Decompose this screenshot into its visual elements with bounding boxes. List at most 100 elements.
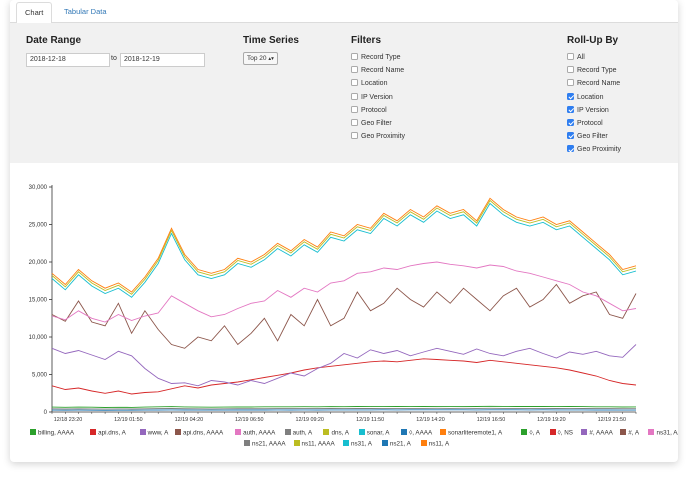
legend-item[interactable]: ns21, A [381,440,411,449]
rollup-geo-proximity[interactable]: Geo Proximity [567,145,621,154]
legend-item[interactable]: auth, AAAA [235,429,275,438]
rollup-protocol[interactable]: Protocol [567,119,603,128]
time-series-title: Time Series [243,35,299,46]
checkbox-icon[interactable] [351,105,358,113]
checkbox-label: Record Name [577,80,621,88]
checkbox-icon[interactable] [351,79,358,87]
checkbox-icon[interactable] [567,145,574,153]
legend-item[interactable]: ns31, AAAA [648,429,678,438]
filter-protocol[interactable]: Protocol [351,105,387,115]
series-line-api-dns-a [51,358,637,395]
checkbox-label: IP Version [577,106,609,114]
rollup-record-type[interactable]: Record Type [567,66,617,75]
filter-record-type[interactable]: Record Type [351,53,401,62]
legend-label: api.dns, AAAA [182,429,224,437]
x-tick-label: 12/19 21:50 [598,417,626,423]
series-line-www-a [51,344,637,387]
legend-item[interactable]: auth, A [284,429,313,438]
rollup-geo-filter[interactable]: Geo Filter [567,132,608,141]
legend-item[interactable]: billing, AAAA [30,429,74,438]
checkbox-icon[interactable] [567,119,574,126]
legend-item[interactable]: api.dns, AAAA [174,429,224,438]
date-from-input[interactable]: 2018-12-18 [26,53,110,67]
checkbox-label: All [577,54,585,61]
legend-item[interactable]: sonarliteremote1, A [440,429,502,438]
legend-swatch [293,440,300,446]
rollup-ip-version[interactable]: IP Version [567,105,609,115]
checkbox-icon[interactable] [567,66,574,74]
series-line-sonar-a [51,202,637,298]
filter-geo-filter[interactable]: Geo Filter [351,119,392,128]
series-line-ns31-a [51,409,636,411]
date-to-label: to [111,55,117,62]
checkbox-label: Geo Proximity [361,133,405,141]
x-tick-label: 12/19 11:50 [356,417,384,423]
filter-ip-version[interactable]: IP Version [351,92,393,102]
legend-item[interactable]: ns31, A [343,440,372,449]
tab-chart[interactable]: Chart [16,2,53,24]
date-to-input[interactable]: 2018-12-19 [120,53,205,67]
legend-item[interactable]: www, A [139,429,168,438]
legend-item[interactable]: ◊, A [521,429,540,438]
checkbox-icon[interactable] [351,66,358,74]
legend-label: billing, AAAA [38,429,75,437]
legend-swatch [401,429,408,435]
series-line-auth-aaaa [51,261,637,323]
y-tick-label: 25,000 [29,223,48,229]
legend-label: ns11, AAAA [301,440,335,448]
rollup-all[interactable]: All [567,53,585,62]
filter-record-name[interactable]: Record Name [351,66,404,75]
legend-swatch [620,429,627,435]
legend-item[interactable]: sonar, A [358,429,390,438]
time-series-select[interactable]: Top 20 ▴▾ [243,52,278,65]
x-tick-label: 12/19 01:50 [114,417,142,423]
y-tick-label: 5,000 [32,373,48,379]
legend-label: sonarliteremote1, A [448,429,503,437]
legend-item[interactable]: #, AAAA [581,429,613,438]
legend-item[interactable]: ns11, A [420,440,449,449]
filter-geo-proximity[interactable]: Geo Proximity [351,132,405,141]
legend-item[interactable]: api.dns, A [90,429,126,438]
checkbox-icon[interactable] [351,92,358,100]
checkbox-label: Location [577,93,604,101]
tab-tabular-data[interactable]: Tabular Data [64,7,107,16]
legend-item[interactable]: ns21, AAAA [244,440,286,449]
legend-swatch [440,429,446,435]
x-tick-label: 12/19 19:20 [537,417,565,423]
legend-swatch [581,429,588,435]
filter-location[interactable]: Location [351,79,387,88]
series-line-sonarliteremote1-a [51,197,637,293]
legend-item[interactable]: #, A [620,429,639,438]
y-axis: 0 5,000 10,000 15,000 20,000 25,000 30,000 [29,185,53,416]
x-tick-label: 12/19 06:50 [235,417,263,423]
checkbox-icon[interactable] [567,105,574,113]
checkbox-icon[interactable] [567,79,574,87]
legend-swatch [549,429,556,435]
legend-item[interactable]: ◊, NS [549,429,573,438]
checkbox-label: Geo Filter [577,133,608,141]
legend-label: #, A [628,429,640,437]
legend-item[interactable]: dns, A [323,429,349,438]
checkbox-icon[interactable] [351,53,358,60]
y-tick-label: 15,000 [29,298,48,304]
legend-swatch [343,440,349,446]
checkbox-icon[interactable] [567,53,574,60]
legend-label: ◊, A [529,429,540,437]
rollup-location[interactable]: Location [567,92,604,102]
checkbox-icon[interactable] [351,132,358,140]
legend-item[interactable]: ◊, AAAA [401,429,432,438]
legend-item[interactable]: ns11, AAAA [293,440,335,449]
checkbox-icon[interactable] [567,132,574,140]
legend-label: ns21, AAAA [252,440,286,448]
checkbox-icon[interactable] [567,92,574,100]
checkbox-icon[interactable] [351,119,358,126]
controls-panel: Date Range 2018-12-18 to 2018-12-19 Time… [10,23,678,163]
legend-label: auth, A [292,429,313,437]
legend-swatch [139,429,146,435]
legend-label: #, AAAA [589,429,613,437]
checkbox-label: Protocol [361,106,387,114]
legend-label: ◊, AAAA [409,429,433,437]
legend-swatch [174,429,181,435]
dashboard-card: Chart Tabular Data Date Range 2018-12-18… [10,0,678,462]
rollup-record-name[interactable]: Record Name [567,79,620,88]
